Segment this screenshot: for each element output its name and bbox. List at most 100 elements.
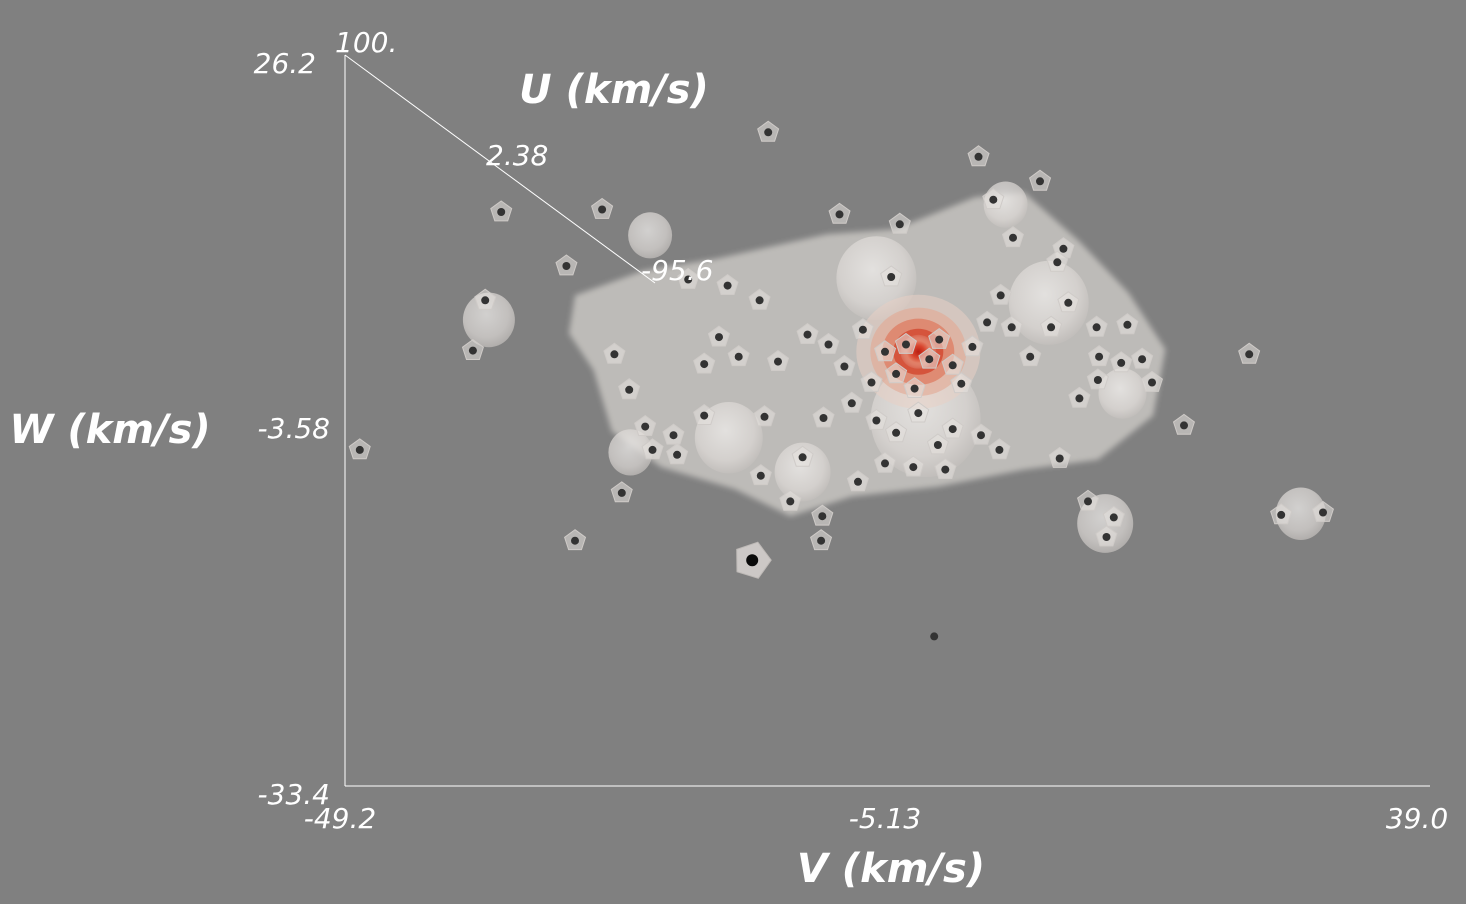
data-point: [989, 195, 998, 204]
data-point: [1095, 352, 1104, 361]
data-point: [996, 291, 1005, 300]
data-point: [1117, 358, 1126, 367]
y-tick-label: 26.2: [254, 47, 316, 80]
data-point: [858, 325, 867, 334]
z-tick-label: -95.6: [641, 254, 713, 287]
data-point: [881, 347, 889, 356]
data-point: [1047, 323, 1056, 332]
data-point: [1084, 497, 1092, 506]
data-point: [1059, 244, 1068, 253]
data-point: [935, 335, 944, 344]
data-point: [909, 463, 918, 472]
data-point: [1319, 508, 1327, 517]
data-point: [1245, 350, 1254, 359]
data-point: [974, 152, 983, 161]
data-point: [610, 350, 619, 359]
data-point: [854, 477, 862, 486]
data-point: [734, 352, 743, 361]
data-point: [673, 450, 682, 459]
data-point: [648, 445, 657, 454]
highlight-point: [746, 554, 759, 567]
data-point: [995, 445, 1004, 454]
data-point: [764, 128, 773, 137]
data-point: [968, 342, 977, 351]
data-point: [1092, 323, 1101, 332]
data-point: [1109, 513, 1118, 522]
data-point: [700, 360, 709, 369]
data-point: [562, 262, 571, 270]
x-tick-label: -49.2: [304, 802, 376, 835]
data-point: [910, 384, 919, 393]
data-point: [803, 330, 812, 339]
data-point: [892, 428, 901, 437]
data-point: [847, 399, 856, 408]
data-point: [1055, 454, 1064, 463]
data-point: [669, 431, 678, 440]
data-point: [571, 536, 579, 545]
data-point: [760, 412, 769, 421]
data-point: [1075, 394, 1084, 403]
isosurface-lobe: [628, 212, 673, 259]
data-point: [895, 220, 904, 229]
data-point: [887, 273, 896, 281]
data-point: [617, 488, 626, 497]
data-point: [1036, 177, 1044, 186]
data-point: [948, 361, 957, 370]
data-point: [715, 333, 723, 342]
data-point: [598, 205, 607, 214]
data-point: [983, 318, 992, 327]
data-point: [818, 512, 827, 521]
data-point: [1123, 320, 1132, 329]
data-point: [774, 357, 782, 366]
data-point: [1102, 533, 1111, 541]
data-point: [930, 632, 939, 641]
data-point: [497, 208, 506, 216]
data-point: [817, 536, 826, 545]
data-point: [1093, 376, 1102, 384]
data-point: [468, 346, 477, 355]
data-point: [819, 414, 828, 422]
data-point: [1180, 421, 1188, 430]
data-point: [892, 369, 901, 378]
data-point: [700, 411, 709, 420]
data-point: [881, 459, 889, 468]
x-tick-label: 39.0: [1386, 802, 1448, 835]
data-point: [867, 378, 876, 387]
x-axis-title: V (km/s): [797, 846, 985, 892]
isosurface-lobe: [462, 292, 515, 348]
data-point: [824, 340, 833, 349]
data-point: [957, 379, 966, 388]
z-axis-title: U (km/s): [519, 67, 709, 113]
data-point: [1148, 378, 1156, 387]
data-point: [1026, 352, 1035, 361]
z-tick-label: 100.: [335, 26, 397, 59]
data-points: [355, 128, 1327, 641]
data-point: [872, 416, 881, 425]
data-point: [786, 497, 795, 506]
density-isosurfaces: [348, 120, 1334, 553]
data-point: [1277, 510, 1286, 519]
isosurface-lobe: [774, 442, 831, 502]
isosurface-lobe: [1008, 260, 1089, 345]
data-point: [641, 422, 650, 431]
data-point: [1064, 298, 1073, 307]
y-tick-label: -33.4: [258, 778, 330, 811]
data-point: [1009, 233, 1017, 242]
data-point: [723, 281, 732, 290]
axis-titles: V (km/s) W (km/s) U (km/s): [9, 67, 985, 892]
u-axis-line: [344, 54, 656, 284]
data-point: [1007, 323, 1016, 332]
data-point: [684, 275, 693, 284]
data-point: [925, 355, 934, 364]
isosurface-lobe: [1275, 487, 1326, 540]
isosurface-lobe: [608, 429, 653, 476]
y-tick-label: -3.58: [258, 412, 330, 445]
data-point: [835, 210, 844, 219]
data-point: [902, 340, 910, 349]
data-point: [481, 296, 490, 305]
data-point: [355, 445, 364, 454]
data-point: [840, 362, 849, 371]
data-point: [625, 385, 634, 394]
x-tick-label: -5.13: [849, 802, 921, 835]
